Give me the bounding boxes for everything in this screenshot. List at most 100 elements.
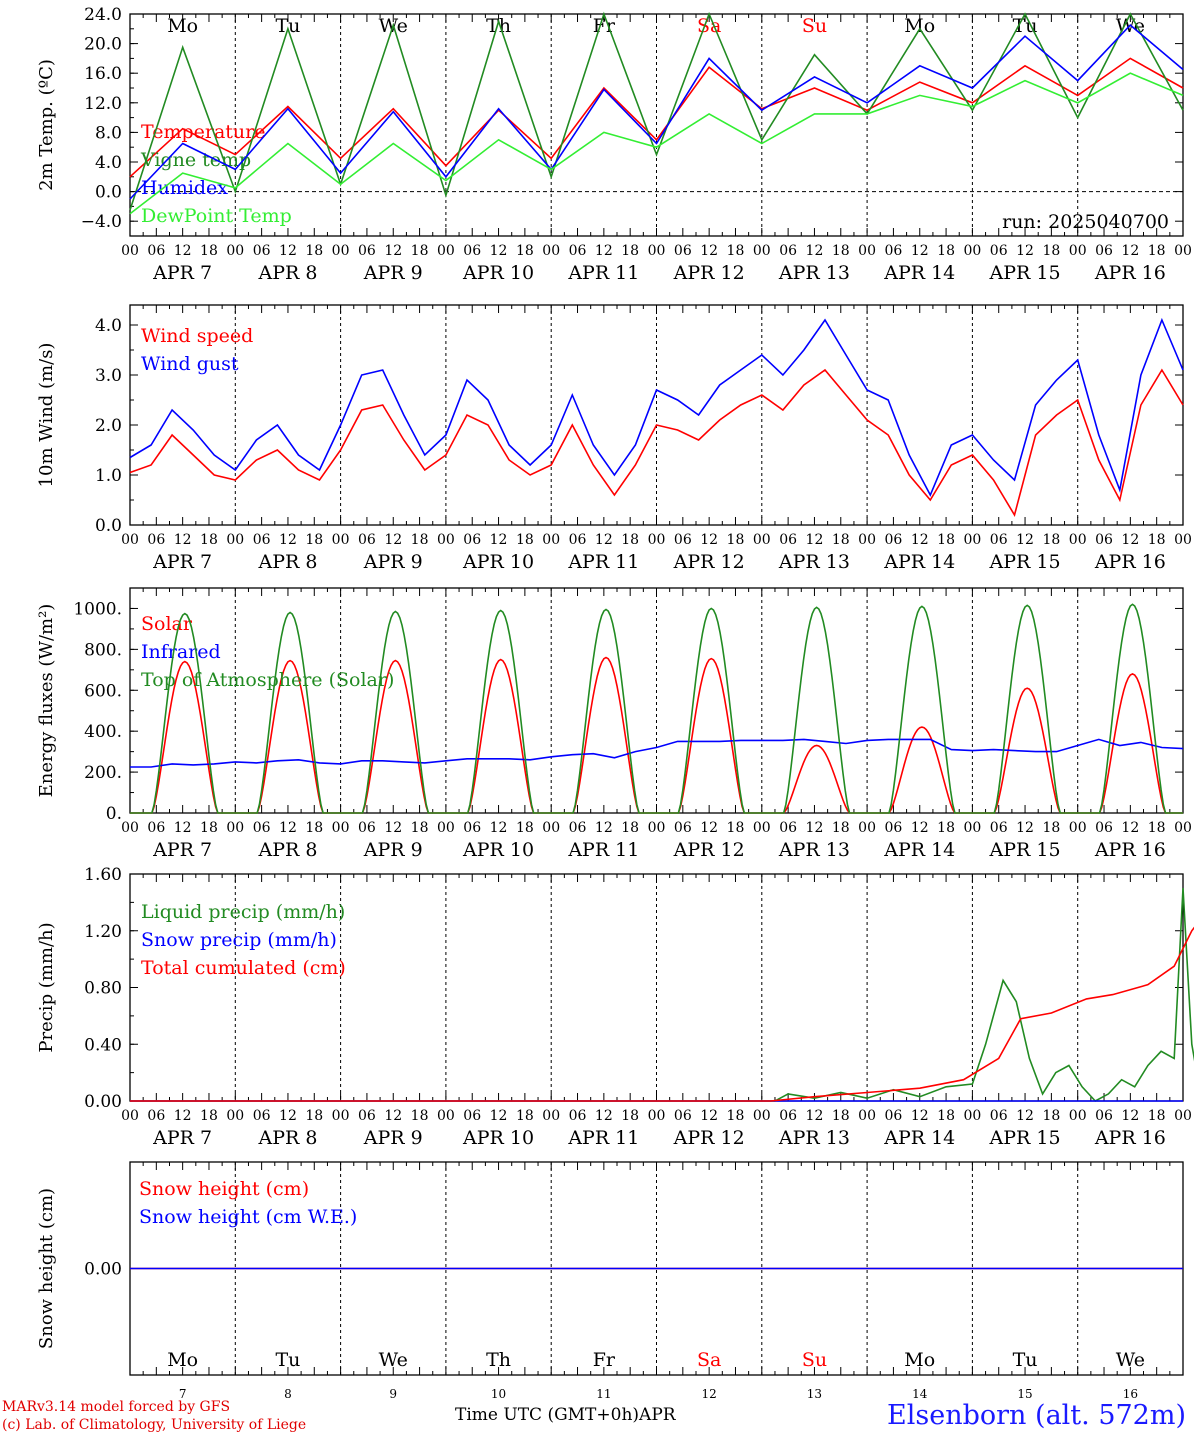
hour-label: 12 [806, 1108, 824, 1124]
y-tick-label: 1.0 [95, 466, 122, 486]
day-of-week-label: Th [486, 15, 511, 37]
hour-label: 12 [595, 532, 613, 548]
hour-label: 06 [463, 243, 481, 259]
y-tick-label: 1.60 [84, 865, 122, 885]
day-number-label: 13 [807, 1387, 822, 1401]
legend-entry: Vigne temp [140, 149, 251, 171]
y-tick-label: 4.0 [95, 153, 122, 173]
panel-temperature: 24.0 20.0 16.0 12.0 8.0 4.0 0.0 −4.0 2m Temp. (º… [36, 5, 1192, 284]
legend-entry: Snow height (cm W.E.) [139, 1206, 357, 1228]
y-tick-label: 1.20 [84, 922, 122, 942]
date-label: APR 8 [257, 551, 317, 573]
hour-label: 00 [437, 820, 455, 836]
hour-label: 06 [674, 820, 692, 836]
hour-label: 18 [1148, 532, 1166, 548]
hour-label: 00 [648, 243, 666, 259]
hour-label: 18 [516, 532, 534, 548]
hour-label: 06 [147, 1108, 165, 1124]
date-label: APR 13 [778, 551, 850, 573]
hour-label: 12 [174, 820, 192, 836]
date-label: APR 11 [567, 262, 639, 284]
hour-label: 12 [384, 243, 402, 259]
date-label: APR 15 [989, 551, 1061, 573]
hour-label: 06 [358, 532, 376, 548]
hour-label: 18 [937, 243, 955, 259]
date-label: APR 7 [152, 839, 212, 861]
hour-label: 12 [384, 820, 402, 836]
date-label: APR 12 [673, 839, 745, 861]
y-tick-label: 0.00 [84, 1092, 122, 1112]
hour-label: 06 [253, 1108, 271, 1124]
hour-label: 00 [332, 820, 350, 836]
hour-label: 12 [700, 243, 718, 259]
date-label: APR 15 [989, 839, 1061, 861]
hour-label: 00 [437, 1108, 455, 1124]
hour-label: 18 [200, 532, 218, 548]
hour-label: 00 [437, 243, 455, 259]
date-label: APR 16 [1094, 551, 1166, 573]
y-axis-label: Energy fluxes (W/m²) [36, 604, 57, 798]
hour-label: 00 [1174, 820, 1192, 836]
day-of-week-label: Su [802, 15, 827, 37]
date-label: APR 13 [778, 1127, 850, 1149]
hour-label: 18 [1148, 1108, 1166, 1124]
date-label: APR 8 [257, 839, 317, 861]
hour-label: 18 [200, 820, 218, 836]
hour-label: 12 [911, 532, 929, 548]
date-label: APR 7 [152, 1127, 212, 1149]
date-label: APR 10 [462, 262, 534, 284]
model-credit: MARv3.14 model forced by GFS (c) Lab. of… [2, 1398, 306, 1434]
hour-label: 06 [990, 1108, 1008, 1124]
hour-label: 00 [1069, 243, 1087, 259]
hour-label: 12 [1121, 820, 1139, 836]
y-tick-label: 600. [84, 681, 122, 701]
day-of-week-label: Fr [593, 15, 616, 37]
y-tick-label: 0. [106, 804, 122, 824]
date-label: APR 16 [1094, 262, 1166, 284]
hour-label: 00 [121, 820, 139, 836]
y-axis-label: 2m Temp. (ºC) [36, 59, 57, 191]
hour-label: 06 [674, 1108, 692, 1124]
legend-entry: Wind speed [141, 325, 253, 347]
hour-label: 12 [595, 243, 613, 259]
hour-label: 06 [1095, 820, 1113, 836]
day-number-label: 14 [912, 1387, 928, 1401]
day-of-week-label: Tu [1013, 1349, 1038, 1371]
y-tick-label: 1000. [73, 599, 122, 619]
series-line-total-cumulated-cm- [130, 926, 1194, 1102]
y-tick-label: 0.0 [95, 183, 122, 203]
hour-label: 06 [1095, 243, 1113, 259]
time-axis-text: Time UTC (GMT+0h) [455, 1405, 640, 1425]
day-of-week-label: We [1116, 1349, 1145, 1371]
hour-label: 06 [147, 243, 165, 259]
station-label: Elsenborn (alt. 572m) [887, 1400, 1186, 1431]
day-number-label: 9 [389, 1387, 397, 1401]
hour-label: 06 [779, 1108, 797, 1124]
hour-label: 06 [885, 243, 903, 259]
hour-label: 06 [147, 532, 165, 548]
hour-label: 12 [806, 243, 824, 259]
hour-label: 18 [621, 243, 639, 259]
hour-label: 00 [542, 532, 560, 548]
legend-entry: Snow precip (mm/h) [141, 929, 337, 951]
day-of-week-label: Mo [167, 15, 198, 37]
hour-label: 00 [1174, 1108, 1192, 1124]
hour-label: 12 [911, 1108, 929, 1124]
hour-label: 12 [1016, 532, 1034, 548]
series-line-temperature [129, 57, 1184, 178]
hour-label: 00 [1174, 532, 1192, 548]
hour-label: 00 [753, 820, 771, 836]
day-number-label: 16 [1123, 1387, 1138, 1401]
hour-label: 00 [542, 1108, 560, 1124]
hour-label: 18 [411, 1108, 429, 1124]
date-label: APR 14 [883, 262, 955, 284]
series-line-top-of-atmosphere-solar- [130, 603, 1183, 814]
date-label: APR 7 [152, 551, 212, 573]
hour-label: 06 [358, 243, 376, 259]
hour-label: 06 [463, 820, 481, 836]
day-of-week-label: Sa [697, 1349, 721, 1371]
y-tick-label: 24.0 [84, 5, 122, 25]
hour-label: 00 [121, 243, 139, 259]
series-line-infrared [130, 738, 1184, 768]
date-label: APR 16 [1094, 839, 1166, 861]
